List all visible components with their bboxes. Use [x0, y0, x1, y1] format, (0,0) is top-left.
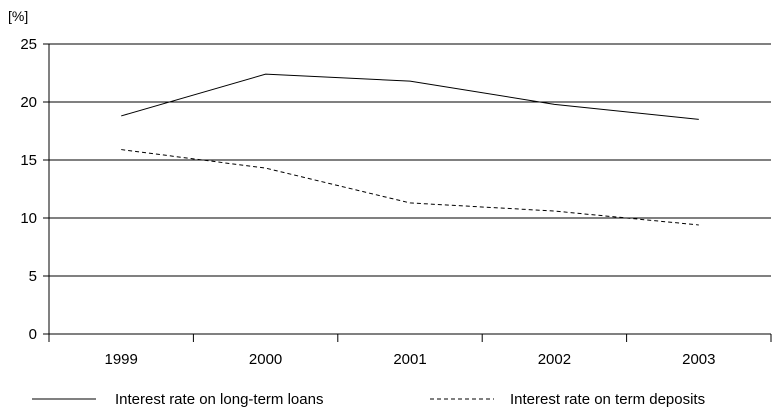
legend-label-1: Interest rate on long-term loans — [115, 391, 323, 408]
x-tick-label: 2000 — [249, 351, 282, 368]
legend-label-2: Interest rate on term deposits — [510, 391, 705, 408]
x-axis-ticks: 1999 2000 2001 2002 2003 — [48, 334, 772, 368]
axes — [48, 44, 771, 335]
y-axis-ticks: 0 5 10 15 20 25 — [20, 36, 49, 343]
series-line-2 — [121, 149, 699, 226]
grid-lines — [49, 43, 771, 277]
x-tick-label: 2002 — [538, 351, 571, 368]
y-tick-label: 0 — [29, 326, 37, 343]
x-tick-label: 2001 — [393, 351, 426, 368]
series-line-1 — [121, 73, 699, 120]
x-tick-label: 2003 — [682, 351, 715, 368]
y-tick-label: 15 — [20, 152, 37, 169]
x-tick-label: 1999 — [105, 351, 138, 368]
y-tick-label: 5 — [29, 268, 37, 285]
y-tick-label: 25 — [20, 36, 37, 53]
series-lines — [121, 73, 699, 226]
y-tick-label: 20 — [20, 94, 37, 111]
y-tick-label: 10 — [20, 210, 37, 227]
legend: Interest rate on long-term loans Interest… — [32, 391, 705, 408]
y-axis-unit-label: [%] — [8, 8, 28, 24]
